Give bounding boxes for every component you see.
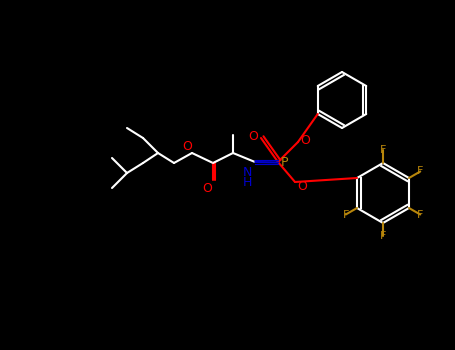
Text: F: F [343,210,349,219]
Text: O: O [300,133,310,147]
Text: F: F [417,167,424,176]
Text: F: F [380,231,386,241]
Text: O: O [297,180,307,193]
Text: H: H [243,175,252,189]
Text: F: F [417,210,424,219]
Text: N: N [243,166,252,178]
Text: F: F [380,145,386,155]
Text: O: O [202,182,212,195]
Text: O: O [248,130,258,142]
Text: O: O [182,140,192,154]
Text: P: P [280,155,288,168]
